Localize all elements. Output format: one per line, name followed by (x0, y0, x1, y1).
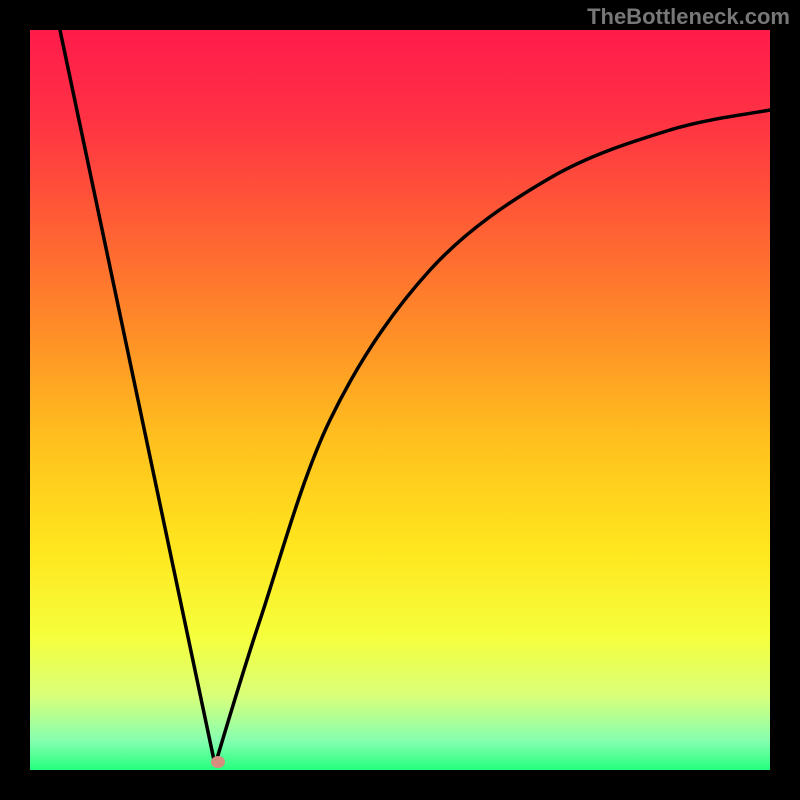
min-marker (211, 756, 225, 768)
watermark-text: TheBottleneck.com (587, 4, 790, 30)
chart-container: TheBottleneck.com (0, 0, 800, 800)
curve-svg (30, 30, 770, 770)
curve-path (60, 30, 770, 765)
plot-area (30, 30, 770, 770)
